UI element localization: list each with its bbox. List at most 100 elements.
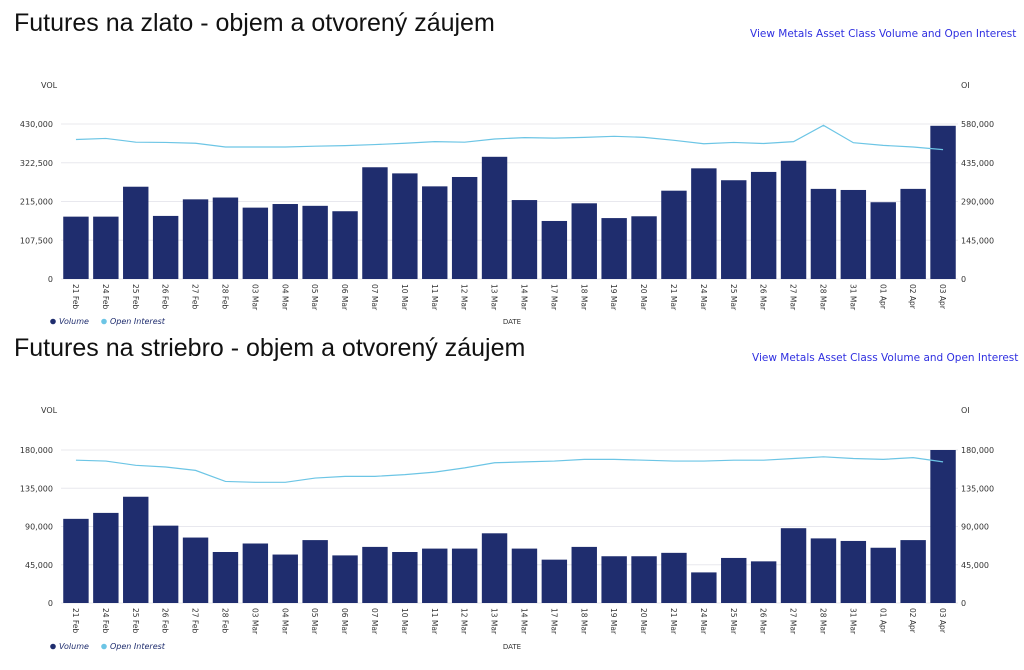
volume-bar [332, 211, 358, 279]
x-tick-label: 04 Mar [280, 284, 289, 311]
volume-bar [631, 216, 657, 279]
x-tick-label: 24 Mar [699, 608, 708, 635]
x-tick-label: 11 Mar [430, 608, 439, 635]
volume-bar [780, 160, 807, 279]
x-tick-label: 25 Feb [131, 608, 140, 633]
volume-bar [571, 546, 597, 603]
y-tick-label: 135,000 [20, 484, 53, 493]
gold-volume-oi-chart: VOL OI 430,000 322,500 215,000 107,500 0 580,00… [20, 81, 994, 326]
volume-bar [900, 188, 926, 279]
x-tick-label: 01 Apr [878, 608, 887, 634]
legend-oi-marker [101, 643, 107, 650]
x-tick-label: 31 Mar [848, 608, 857, 635]
volume-bar [123, 496, 149, 603]
metals-volume-oi-link[interactable]: View Metals Asset Class Volume and Open … [750, 28, 1017, 40]
chart-title: Futures na striebro - objem a otvorený z… [14, 334, 526, 362]
volume-bar [810, 538, 837, 603]
volume-bar [870, 202, 896, 279]
volume-bar [810, 188, 837, 279]
y-tick-label: 0 [48, 275, 53, 284]
x-tick-label: 17 Mar [549, 608, 558, 635]
x-tick-label: 21 Feb [71, 284, 80, 309]
volume-bar [541, 220, 568, 279]
volume-bar [780, 528, 807, 603]
x-tick-label: 01 Apr [878, 284, 887, 310]
x-axis-label: DATE [503, 643, 521, 651]
x-tick-label: 25 Mar [729, 608, 738, 635]
x-tick-label: 03 Apr [938, 608, 947, 634]
volume-bar [661, 552, 687, 603]
y2-tick-label: 290,000 [961, 198, 994, 207]
volume-bar [212, 552, 239, 603]
x-tick-label: 13 Mar [490, 284, 499, 311]
y2-tick-label: 45,000 [961, 561, 989, 570]
x-tick-label: 27 Feb [191, 284, 200, 309]
x-tick-label: 05 Mar [310, 284, 319, 311]
volume-bar [691, 168, 717, 279]
x-tick-label: 02 Apr [908, 608, 917, 634]
x-tick-label: 20 Mar [639, 284, 648, 311]
gridlines [61, 123, 958, 280]
x-tick-label: 25 Feb [131, 284, 140, 309]
chart-title: Futures na zlato - objem a otvorený záuj… [14, 9, 495, 37]
volume-bar [302, 205, 328, 279]
silver-volume-oi-chart: VOL OI 180,000 135,000 90,000 45,000 0 180,000 1… [20, 406, 994, 651]
x-tick-label: 07 Mar [370, 284, 379, 311]
volume-bar [721, 180, 747, 279]
legend: Volume Open Interest [50, 317, 166, 326]
y-tick-label: 0 [48, 599, 53, 608]
x-tick-label: 07 Mar [370, 608, 379, 635]
y2-tick-label: 135,000 [961, 484, 994, 493]
volume-bar [900, 540, 926, 603]
volume-bar [870, 547, 896, 603]
x-tick-label: 18 Mar [579, 284, 588, 311]
y-tick-label: 180,000 [20, 446, 53, 455]
y-tick-label: 107,500 [20, 236, 53, 245]
volume-bars [63, 125, 956, 279]
x-tick-label: 19 Mar [609, 284, 618, 311]
volume-bar [123, 186, 149, 279]
volume-bar [451, 176, 478, 279]
legend-volume-marker [50, 318, 56, 325]
x-tick-label: 25 Mar [729, 284, 738, 311]
metals-volume-oi-link[interactable]: View Metals Asset Class Volume and Open … [752, 352, 1019, 364]
y-axis-label: VOL [41, 406, 58, 415]
x-tick-label: 04 Mar [280, 608, 289, 635]
x-tick-label: 03 Mar [250, 608, 259, 635]
x-tick-label: 02 Apr [908, 284, 917, 310]
x-tick-label: 12 Mar [460, 284, 469, 311]
legend-volume-marker [50, 643, 56, 650]
volume-bar [362, 546, 388, 603]
x-tick-label: 21 Mar [669, 608, 678, 635]
x-tick-label: 27 Mar [789, 608, 798, 635]
x-tick-label: 21 Feb [71, 608, 80, 633]
volume-bar [272, 204, 298, 279]
x-tick-label: 27 Mar [789, 284, 798, 311]
volume-bar [422, 548, 448, 603]
volume-bar [930, 450, 956, 603]
volume-bar [930, 125, 956, 279]
legend-volume-label: Volume [59, 317, 89, 326]
volume-bar [750, 561, 777, 603]
x-tick-label: 27 Feb [191, 608, 200, 633]
x-axis-label: DATE [503, 318, 521, 326]
volume-bar [840, 189, 867, 279]
x-tick-label: 06 Mar [340, 608, 349, 635]
x-tick-label: 26 Mar [759, 284, 768, 311]
volume-bar [332, 555, 358, 603]
volume-bar [840, 540, 867, 603]
x-tick-label: 03 Apr [938, 284, 947, 310]
x-tick-label: 28 Mar [818, 608, 827, 635]
y2-axis-label: OI [961, 406, 970, 415]
volume-bar [571, 203, 597, 279]
volume-bar [661, 190, 687, 279]
volume-bar [481, 533, 508, 603]
y-tick-label: 215,000 [20, 198, 53, 207]
legend: Volume Open Interest [50, 642, 166, 651]
x-tick-label: 31 Mar [848, 284, 857, 311]
x-tick-label: 17 Mar [549, 284, 558, 311]
volume-bar [212, 197, 239, 279]
x-tick-label: 26 Mar [759, 608, 768, 635]
volume-bar [392, 173, 418, 279]
y2-tick-label: 580,000 [961, 120, 994, 129]
